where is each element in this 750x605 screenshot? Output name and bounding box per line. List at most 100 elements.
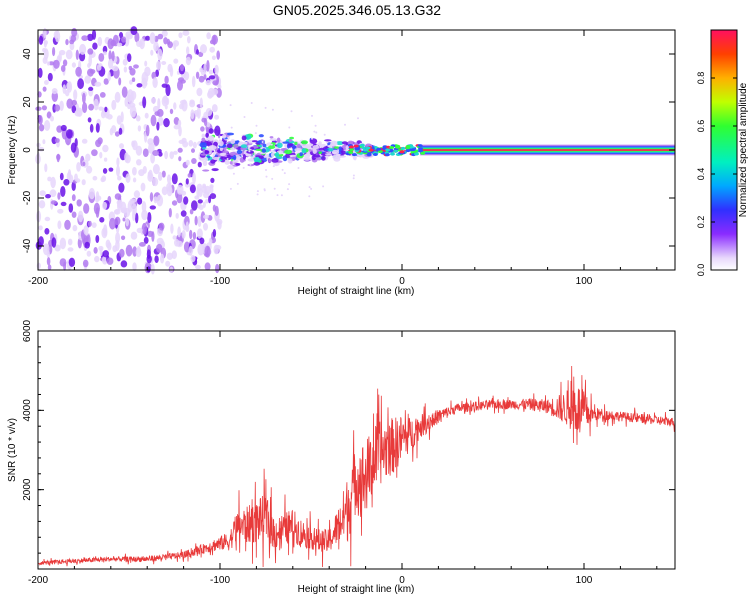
spectrum-noise-point xyxy=(150,153,156,164)
spectrum-outlier-point xyxy=(254,152,257,155)
spectrum-noise-point xyxy=(203,118,208,127)
spectrum-transition-point xyxy=(199,142,208,148)
spectrum-transition-point xyxy=(276,137,281,143)
spectrum-converge-point xyxy=(348,145,354,149)
spectrum-outlier-point xyxy=(269,157,272,160)
spectrum-noise-point xyxy=(136,159,142,166)
spectrum-transition-point xyxy=(210,159,216,164)
spectrum-noise-point xyxy=(195,71,200,80)
spectrum-transition-point xyxy=(282,141,290,144)
spectrum-noise-point xyxy=(149,32,156,44)
spectrum-noise-point xyxy=(183,196,189,205)
spectrum-noise-point xyxy=(188,140,194,147)
spectrum-noise-point xyxy=(103,224,108,237)
spectrum-transition-point xyxy=(208,128,214,134)
spectrum-outlier-point xyxy=(254,132,257,135)
spectrum-transition-point xyxy=(236,149,243,155)
spectrum-noise-point xyxy=(161,30,168,37)
spectrum-transition-point xyxy=(208,135,215,142)
spectrum-noise-point xyxy=(114,131,120,137)
spectrum-transition-point xyxy=(220,156,227,160)
spectrum-transition-point xyxy=(289,136,294,140)
spectrum-transition-point xyxy=(324,153,333,156)
spectrum-noise-point xyxy=(152,177,159,187)
spectrum-noise-point xyxy=(198,204,204,210)
spectrum-transition-point xyxy=(338,146,342,152)
spectrum-transition-point xyxy=(331,149,340,155)
colorbar-gradient xyxy=(711,30,737,270)
spectrum-noise-point xyxy=(164,150,169,160)
spectrum-noise-point xyxy=(142,166,147,174)
spectrum-noise-point xyxy=(142,96,147,109)
spectrum-outlier-point xyxy=(311,114,313,117)
spectrum-noise-point xyxy=(54,104,61,112)
spectrum-noise-point xyxy=(82,102,88,114)
spectrum-noise-point xyxy=(167,41,173,49)
spectrum-noise-point xyxy=(167,174,171,184)
spectrum-transition-point xyxy=(313,154,321,158)
spectrum-noise-point xyxy=(70,35,77,43)
spectrum-transition-point xyxy=(233,144,239,149)
spectrum-outlier-point xyxy=(236,182,239,185)
spectrum-noise-point xyxy=(156,243,163,253)
spectrum-transition-point xyxy=(312,148,317,154)
spectrum-noise-point xyxy=(185,221,189,232)
spectrum-transition-point xyxy=(229,156,237,159)
spectrogram-y-tick-label: -40 xyxy=(22,238,33,253)
spectrum-noise-point xyxy=(185,159,190,166)
spectrum-transition-point xyxy=(334,141,338,144)
spectrum-noise-point xyxy=(44,80,49,85)
spectrum-noise-point xyxy=(51,88,58,95)
spectrum-noise-point xyxy=(150,97,157,104)
spectrum-noise-point xyxy=(214,114,220,120)
spectrum-converge-point xyxy=(348,151,354,154)
spectrum-noise-point xyxy=(153,196,158,204)
spectrum-transition-point xyxy=(218,140,224,147)
spectrum-noise-point xyxy=(141,201,147,213)
spectrum-outlier-point xyxy=(280,194,283,197)
spectrum-noise-point xyxy=(65,49,73,60)
spectrum-noise-point xyxy=(38,67,43,78)
spectrum-noise-point xyxy=(170,223,174,234)
spectrum-noise-point xyxy=(102,168,108,174)
spectrum-outlier-point xyxy=(248,150,251,153)
spectrum-noise-point xyxy=(55,30,61,43)
spectrum-noise-point xyxy=(132,177,137,183)
spectrum-outlier-point xyxy=(250,102,253,104)
spectrum-noise-point xyxy=(154,111,160,116)
spectrum-transition-point xyxy=(253,161,261,166)
spectrum-noise-point xyxy=(88,187,95,200)
spectrum-transition-point xyxy=(287,158,293,164)
spectrum-noise-point xyxy=(200,44,207,54)
spectrum-noise-point xyxy=(165,260,171,267)
spectrum-noise-point xyxy=(109,217,116,230)
spectrum-noise-point xyxy=(154,255,159,263)
spectrum-noise-point xyxy=(76,199,82,207)
spectrogram-x-tick-label: 100 xyxy=(576,276,593,287)
spectrum-noise-point xyxy=(117,175,122,181)
spectrum-noise-point xyxy=(180,79,186,84)
spectrum-noise-point xyxy=(173,150,178,155)
spectrum-noise-point xyxy=(60,201,67,207)
spectrum-noise-point xyxy=(46,111,52,119)
spectrum-noise-point xyxy=(81,138,88,144)
spectrum-noise-point xyxy=(143,236,149,244)
spectrum-noise-point xyxy=(180,210,187,217)
spectrum-noise-point xyxy=(50,115,54,122)
spectrum-transition-point xyxy=(245,153,252,157)
spectrum-noise-point xyxy=(99,151,103,159)
spectrum-converge-point xyxy=(418,149,424,153)
spectrogram-x-tick-label: 0 xyxy=(399,276,405,287)
spectrum-noise-point xyxy=(196,87,203,97)
spectrum-noise-point xyxy=(138,242,146,247)
spectrum-noise-point xyxy=(89,123,94,133)
spectrum-noise-point xyxy=(171,250,177,260)
spectrum-noise-point xyxy=(145,124,150,137)
spectrum-noise-point xyxy=(189,209,194,215)
spectrum-noise-point xyxy=(208,75,216,80)
spectrum-transition-point xyxy=(309,138,318,145)
spectrum-noise-point xyxy=(201,185,207,194)
spectrum-transition-point xyxy=(204,157,208,162)
spectrum-noise-point xyxy=(66,98,73,109)
